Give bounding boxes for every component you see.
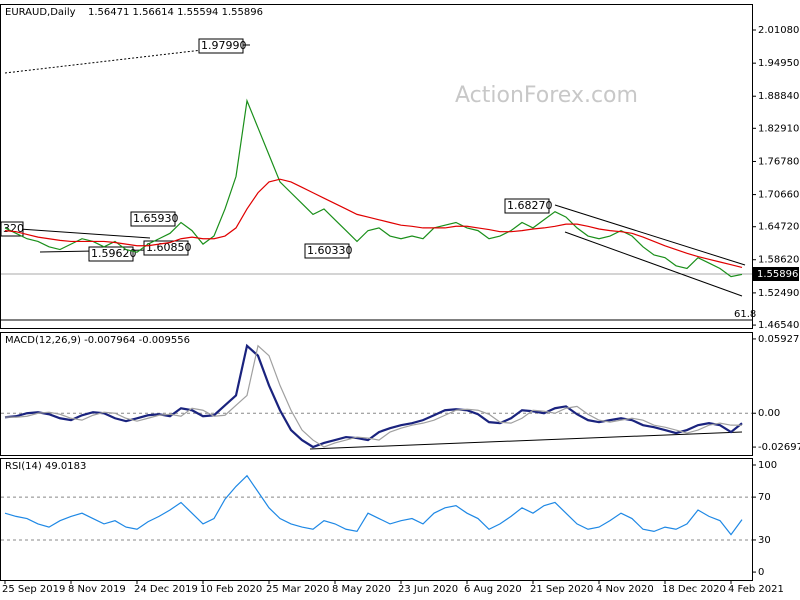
y-tick-label: 100 <box>758 460 777 471</box>
y-tick-label: -0.026978 <box>758 442 800 453</box>
y-tick-label: 1.46540 <box>758 320 799 331</box>
series-line <box>4 474 743 536</box>
rsi-frame <box>0 458 753 581</box>
y-tick-label: 30 <box>758 535 771 546</box>
x-tick-label: 23 Jun 2020 <box>398 584 458 595</box>
y-tick-label: 2.01080 <box>758 25 799 36</box>
y-tick-label: 1.58620 <box>758 255 799 266</box>
annotation: 1.59620 <box>91 247 137 260</box>
y-tick-label: 1.94950 <box>758 58 799 69</box>
annotation: 1.68270 <box>507 199 553 212</box>
trend-line <box>4 227 151 239</box>
macd-frame <box>0 332 753 456</box>
annotation-box <box>88 246 134 262</box>
series-line <box>4 178 743 268</box>
annotation: 1.65930 <box>133 212 179 225</box>
x-tick-label: 4 Feb 2021 <box>728 584 784 595</box>
x-tick-label: 8 Nov 2019 <box>68 584 126 595</box>
series-line <box>4 344 743 448</box>
watermark: ActionForex.com <box>455 83 638 108</box>
price-title: EURAUD,Daily <box>5 7 76 18</box>
annotation: 61.8 <box>734 309 756 320</box>
x-tick-label: 25 Sep 2019 <box>2 584 65 595</box>
y-tick-label: 1.52490 <box>758 288 799 299</box>
x-tick-label: 6 Aug 2020 <box>464 584 522 595</box>
current-price: 1.55896 <box>757 269 798 280</box>
x-tick-label: 25 Mar 2020 <box>266 584 329 595</box>
annotation-box <box>130 211 176 227</box>
macd-trend-line <box>309 431 743 450</box>
annotation-box <box>198 38 244 54</box>
y-tick-label: 1.88840 <box>758 91 799 102</box>
annotation: 320 <box>3 222 24 235</box>
macd-title: MACD(12,26,9) -0.007964 -0.009556 <box>5 335 190 346</box>
x-tick-label: 18 Dec 2020 <box>662 584 726 595</box>
y-tick-label: 1.82910 <box>758 123 799 134</box>
y-tick-label: 1.64720 <box>758 222 799 233</box>
y-tick-label: 1.76780 <box>758 156 799 167</box>
y-tick-label: 0.00 <box>758 408 780 419</box>
x-tick-label: 21 Sep 2020 <box>530 584 593 595</box>
annotation-box <box>304 243 350 259</box>
current-price-box <box>753 267 799 281</box>
x-tick-label: 10 Feb 2020 <box>200 584 262 595</box>
price-ohlc: 1.56471 1.56614 1.55594 1.55896 <box>88 7 263 18</box>
series-line <box>4 343 743 449</box>
y-tick-label: 1.70660 <box>758 190 799 201</box>
channel-line <box>554 204 746 266</box>
annotation: 1.60330 <box>307 244 353 257</box>
channel-line <box>564 231 743 297</box>
y-tick-label: 70 <box>758 492 771 503</box>
annotation: 1.97990 <box>201 39 247 52</box>
x-tick-label: 24 Dec 2019 <box>134 584 198 595</box>
rsi-title: RSI(14) 49.0183 <box>5 461 86 472</box>
y-tick-label: 0.059272 <box>758 334 800 345</box>
price-frame <box>0 4 753 329</box>
y-tick-label: 0 <box>758 567 764 578</box>
x-tick-label: 8 May 2020 <box>332 584 391 595</box>
x-tick-label: 4 Nov 2020 <box>596 584 654 595</box>
annotation-box <box>504 198 550 214</box>
